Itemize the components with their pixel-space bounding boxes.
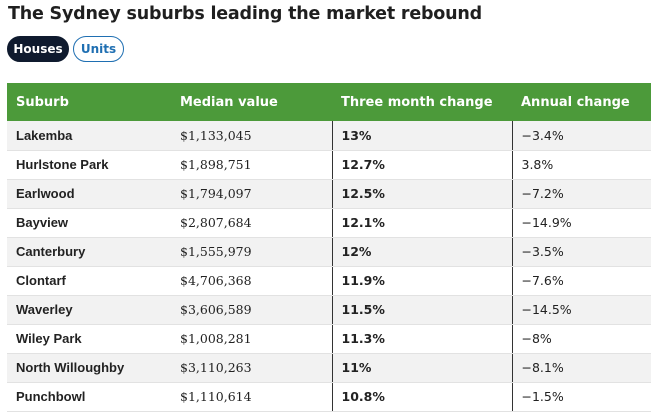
cell-annual-change: −1.5%: [511, 382, 651, 412]
table-header-row: Suburb Median value Three month change A…: [7, 83, 651, 121]
cell-three-month-change: 13%: [331, 121, 512, 151]
table-row: Bayview $2,807,684 12.1% −14.9%: [7, 208, 651, 238]
column-header-three-month-change[interactable]: Three month change: [332, 83, 512, 121]
cell-suburb: Bayview: [7, 208, 171, 238]
cell-three-month-change: 11%: [331, 353, 512, 383]
table-row: Lakemba $1,133,045 13% −3.4%: [7, 121, 651, 151]
cell-annual-change: −7.6%: [511, 266, 651, 296]
cell-suburb: Lakemba: [7, 121, 171, 151]
cell-median-value: $1,794,097: [171, 179, 332, 209]
cell-three-month-change: 10.8%: [331, 382, 512, 412]
cell-suburb: Waverley: [7, 295, 171, 325]
cell-suburb: Clontarf: [7, 266, 171, 296]
cell-median-value: $1,555,979: [171, 237, 332, 267]
cell-annual-change: −14.9%: [511, 208, 651, 238]
cell-suburb: Punchbowl: [7, 382, 171, 412]
cell-median-value: $3,110,263: [171, 353, 332, 383]
cell-median-value: $1,898,751: [171, 150, 332, 180]
suburbs-table: Suburb Median value Three month change A…: [7, 83, 651, 412]
table-row: Punchbowl $1,110,614 10.8% −1.5%: [7, 382, 651, 412]
cell-annual-change: −3.5%: [511, 237, 651, 267]
cell-suburb: Hurlstone Park: [7, 150, 171, 180]
cell-suburb: Canterbury: [7, 237, 171, 267]
column-header-median-value[interactable]: Median value: [171, 83, 332, 121]
cell-three-month-change: 12.5%: [331, 179, 512, 209]
property-type-tabs: Houses Units: [7, 36, 124, 62]
cell-three-month-change: 11.3%: [331, 324, 512, 354]
tab-units[interactable]: Units: [73, 36, 124, 62]
cell-suburb: Earlwood: [7, 179, 171, 209]
column-header-annual-change[interactable]: Annual change: [512, 83, 651, 121]
table-row: Clontarf $4,706,368 11.9% −7.6%: [7, 266, 651, 296]
cell-three-month-change: 12.1%: [331, 208, 512, 238]
cell-three-month-change: 12.7%: [331, 150, 512, 180]
cell-median-value: $1,133,045: [171, 121, 332, 151]
cell-annual-change: −7.2%: [511, 179, 651, 209]
cell-median-value: $2,807,684: [171, 208, 332, 238]
cell-median-value: $3,606,589: [171, 295, 332, 325]
table-row: Canterbury $1,555,979 12% −3.5%: [7, 237, 651, 267]
column-header-suburb[interactable]: Suburb: [7, 83, 171, 121]
table-row: Waverley $3,606,589 11.5% −14.5%: [7, 295, 651, 325]
cell-annual-change: −3.4%: [511, 121, 651, 151]
cell-median-value: $1,008,281: [171, 324, 332, 354]
table-row: Earlwood $1,794,097 12.5% −7.2%: [7, 179, 651, 209]
cell-three-month-change: 11.5%: [331, 295, 512, 325]
table-row: Hurlstone Park $1,898,751 12.7% 3.8%: [7, 150, 651, 180]
cell-three-month-change: 12%: [331, 237, 512, 267]
cell-median-value: $4,706,368: [171, 266, 332, 296]
page-title: The Sydney suburbs leading the market re…: [8, 4, 482, 24]
cell-annual-change: 3.8%: [511, 150, 651, 180]
tab-houses[interactable]: Houses: [7, 36, 69, 62]
cell-three-month-change: 11.9%: [331, 266, 512, 296]
table-row: North Willoughby $3,110,263 11% −8.1%: [7, 353, 651, 383]
table-row: Wiley Park $1,008,281 11.3% −8%: [7, 324, 651, 354]
cell-suburb: North Willoughby: [7, 353, 171, 383]
cell-suburb: Wiley Park: [7, 324, 171, 354]
cell-median-value: $1,110,614: [171, 382, 332, 412]
cell-annual-change: −14.5%: [511, 295, 651, 325]
cell-annual-change: −8%: [511, 324, 651, 354]
cell-annual-change: −8.1%: [511, 353, 651, 383]
